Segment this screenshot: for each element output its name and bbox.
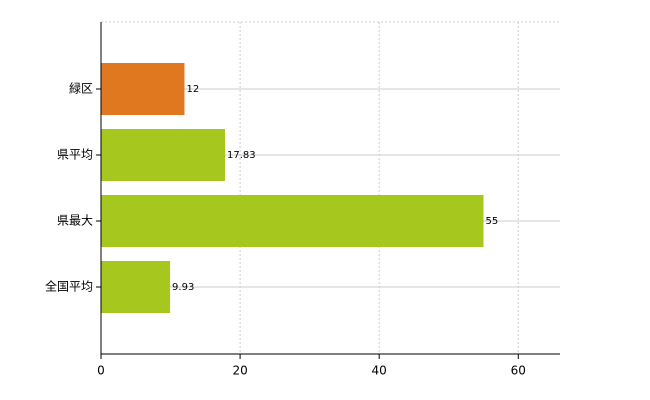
value-label: 12 [186, 84, 199, 95]
bar [101, 63, 185, 115]
y-tick-label: 全国平均 [45, 279, 93, 294]
y-tick-label: 県最大 [57, 214, 93, 228]
x-tick-label: 0 [97, 364, 105, 378]
y-tick-label: 県平均 [57, 148, 93, 162]
bar [101, 261, 171, 313]
bar [101, 129, 225, 181]
value-label: 17.83 [227, 150, 256, 161]
x-tick-label: 40 [372, 364, 387, 378]
bar [101, 195, 484, 247]
x-tick-label: 20 [232, 364, 247, 378]
x-tick-label: 60 [511, 364, 526, 378]
y-tick-label: 緑区 [69, 81, 93, 96]
value-label: 9.93 [172, 282, 194, 293]
value-label: 55 [486, 216, 499, 227]
